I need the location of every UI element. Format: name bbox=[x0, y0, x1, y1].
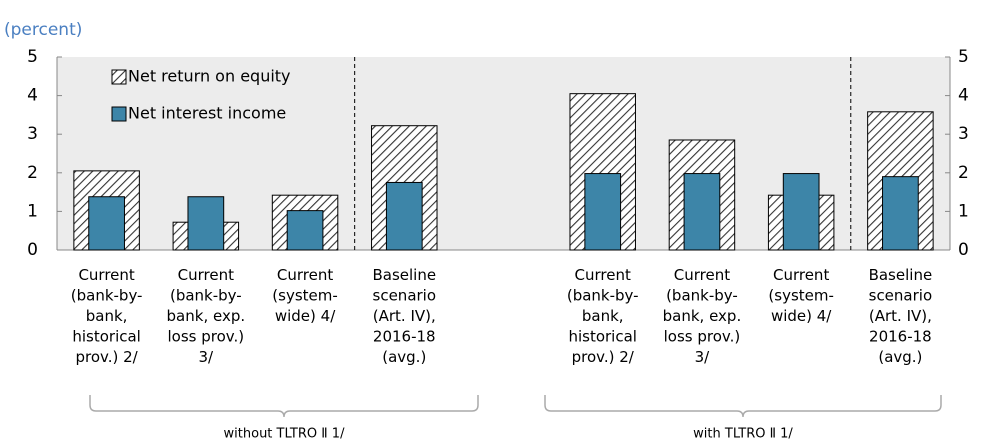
bar bbox=[882, 176, 919, 251]
group-brace bbox=[89, 395, 479, 418]
y-tick-label: 1 bbox=[27, 201, 38, 221]
group-label: with TLTRO Ⅱ 1/ bbox=[693, 427, 793, 442]
x-tick-label: Current (bank-by-bank, exp. loss prov.) 3/ bbox=[167, 266, 246, 366]
legend-label: Net interest income bbox=[128, 104, 286, 123]
legend-label: Net return on equity bbox=[128, 67, 291, 86]
y2-tick-label: 0 bbox=[958, 240, 969, 260]
x-tick-label: Current (bank-by-bank, exp. loss prov.) 3/ bbox=[663, 266, 742, 366]
x-tick-label: Current (bank-by-bank, historical prov.) 2/ bbox=[567, 266, 639, 366]
x-tick-label: Current (system-wide) 4/ bbox=[272, 266, 338, 325]
x-tick-label: Current (bank-by-bank, historical prov.) 2/ bbox=[71, 266, 143, 366]
y2-tick-label: 2 bbox=[958, 163, 969, 183]
y2-tick-label: 4 bbox=[958, 86, 969, 106]
x-tick-label: Baseline scenario (Art. IV), 2016-18 (avg.) bbox=[869, 266, 933, 366]
group-brace bbox=[544, 395, 942, 418]
x-tick-label: Current (system-wide) 4/ bbox=[768, 266, 834, 325]
bar bbox=[187, 196, 225, 251]
y2-tick-label: 3 bbox=[958, 124, 969, 144]
y-tick-label: 4 bbox=[27, 86, 38, 106]
bar bbox=[385, 181, 423, 251]
legend-swatch bbox=[111, 106, 127, 122]
legend-swatch bbox=[111, 69, 127, 85]
bar bbox=[286, 210, 324, 251]
bar bbox=[584, 173, 622, 251]
bar bbox=[683, 173, 721, 251]
subtitle: (percent) bbox=[4, 20, 82, 40]
x-tick-label: Baseline scenario (Art. IV), 2016-18 (avg.) bbox=[372, 266, 436, 366]
y-tick-label: 5 bbox=[27, 47, 38, 67]
bar bbox=[88, 196, 125, 251]
bar bbox=[782, 173, 820, 251]
group-label: without TLTRO Ⅱ 1/ bbox=[224, 427, 346, 442]
y2-tick-label: 1 bbox=[958, 201, 969, 221]
y2-tick-label: 5 bbox=[958, 47, 969, 67]
y-tick-label: 3 bbox=[27, 124, 38, 144]
y-tick-label: 0 bbox=[27, 240, 38, 260]
y-tick-label: 2 bbox=[27, 163, 38, 183]
